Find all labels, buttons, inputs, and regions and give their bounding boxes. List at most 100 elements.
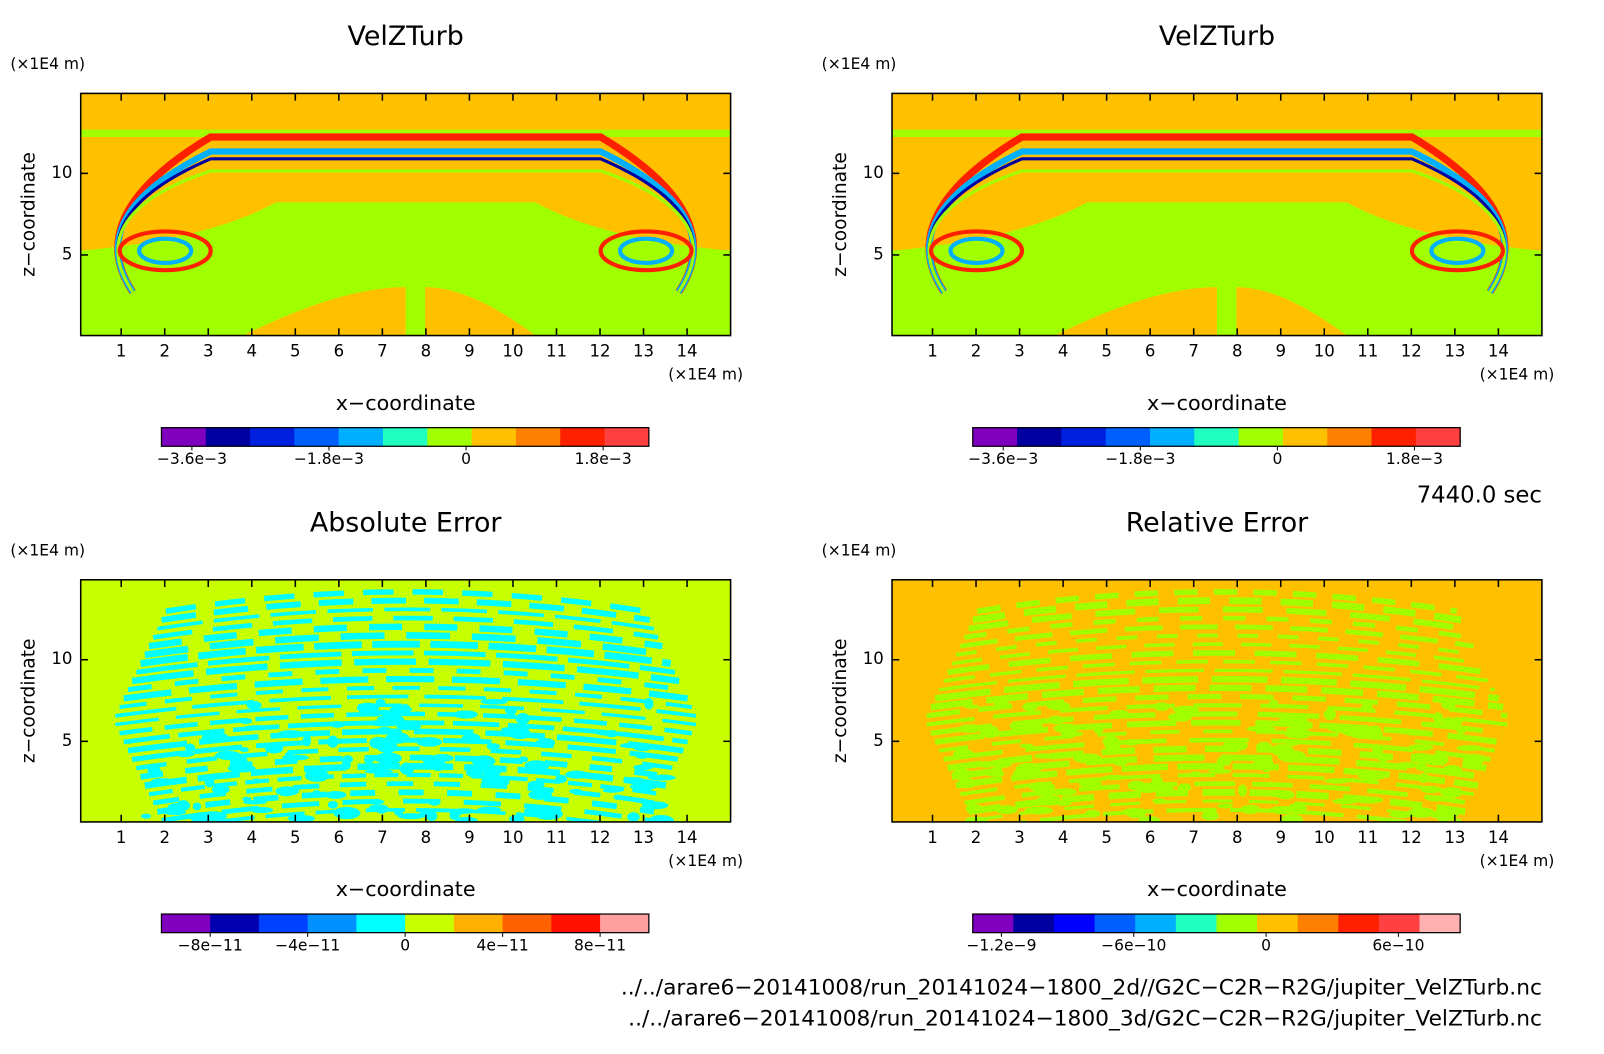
field-blob [1201,811,1219,821]
field-vortex [117,229,213,273]
x-axis-label: x−coordinate [1147,877,1287,901]
colorbar-tick-label: −3.6e−3 [157,450,227,468]
field-vortex [928,229,1025,273]
colorbar-tick-label: −1.8e−3 [294,450,364,468]
field-blob [480,698,508,705]
field-blob [482,766,502,777]
field-blob [1102,735,1120,748]
field-stripe [943,737,1491,762]
colorbar-segment [1053,914,1096,933]
colorbar-segment [1094,914,1136,933]
field-blob [1093,724,1104,734]
field-blob [1418,773,1431,783]
colorbar-tick-label: 1.8e−3 [575,450,632,468]
field-blob [1365,728,1383,740]
field-blob [635,752,649,759]
x-unit: (×1E4 m) [1480,852,1555,870]
field-stripe [161,597,651,623]
field-blob [246,700,262,710]
field-blob [985,770,1005,777]
field-blob [486,743,500,751]
plot-frame [79,579,732,823]
field-stripe [959,624,1474,649]
x-tick-label: 1 [927,342,938,361]
field-stripe [930,711,1504,736]
field-blob [1270,744,1294,756]
field-stripe [131,658,680,685]
x-tick-label: 10 [1314,342,1335,361]
field-blob [243,725,272,731]
field-stripe [115,703,697,727]
field-vortex [137,236,194,265]
x-tick-label: 5 [1101,828,1112,847]
field-blob [1240,804,1261,814]
field-stripe [964,781,1470,806]
x-tick-label: 7 [377,342,388,361]
contour-field [80,93,731,336]
field-blob [1285,739,1299,746]
colorbar-segment [1017,427,1062,447]
field-blob [287,814,315,822]
field-blob [455,816,478,822]
field-stripe [123,675,688,702]
panel-title: VelZTurb [348,21,464,52]
field-blob [1269,805,1296,815]
field-blob [1222,740,1248,752]
x-tick-label: 12 [1401,342,1422,361]
x-tick-label: 11 [1357,828,1378,847]
colorbar-segment [1013,914,1055,933]
x-tick-label: 6 [1145,342,1156,361]
field-blob [1266,789,1293,798]
y-unit: (×1E4 m) [822,541,897,559]
field-blob [1024,806,1054,815]
field-blob [364,769,394,774]
colorbar-frame [160,427,650,447]
field-blob [1172,705,1200,714]
field-stripe [136,650,676,675]
field-blob [211,784,230,795]
field-stripe [123,720,688,745]
field-band [80,129,731,137]
field-blob [275,786,300,796]
colorbar-tick-label: 0 [1261,937,1271,955]
x-tick-label: 13 [633,342,654,361]
field-blob [284,751,294,763]
colorbar-segment [356,914,406,933]
field-stripe [165,589,646,614]
field-blob [466,768,483,778]
colorbar-tick-label: 4e−11 [477,937,529,955]
field-stripe [972,597,1462,624]
field-blob [1323,709,1337,721]
colorbar-segment [307,914,357,933]
colorbar-segment [1282,427,1328,447]
colorbar-tick-label: 8e−11 [574,937,626,955]
y-tick-label: 5 [873,244,884,263]
colorbar-segment [250,427,295,447]
x-tick-label: 8 [1232,828,1243,847]
field-blob [565,770,589,779]
plot-frame [891,92,1543,337]
field-band [892,129,1542,137]
field-blob [201,732,229,743]
x-tick-label: 14 [1488,828,1509,847]
x-tick-label: 1 [927,828,938,847]
field-blob [1022,702,1038,712]
field-blob [633,764,654,771]
field-blob [639,787,652,793]
field-blob [1433,712,1444,724]
field-blob [1217,803,1234,809]
x-tick-label: 3 [1014,828,1025,847]
field-blob [242,796,252,802]
x-tick-label: 12 [589,342,610,361]
x-tick-label: 7 [377,828,388,847]
x-tick-label: 2 [159,828,170,847]
field-blob [1009,720,1034,732]
field-blob [329,721,346,728]
field-blob [1052,788,1077,796]
x-tick-label: 7 [1188,828,1199,847]
field-stripe [930,684,1504,711]
colorbar-segment [1105,427,1151,447]
field-stripe [943,659,1491,683]
